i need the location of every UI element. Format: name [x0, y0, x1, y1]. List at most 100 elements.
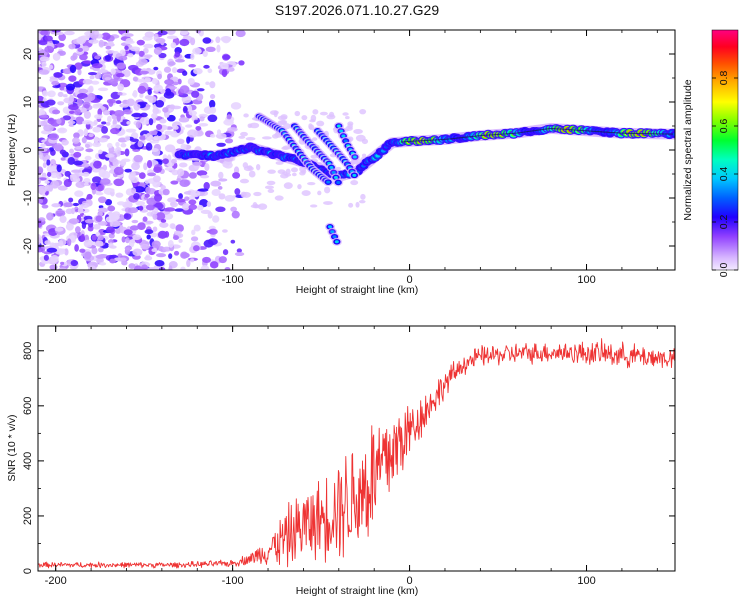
noise-speckle	[198, 123, 209, 127]
noise-speckle	[147, 88, 152, 96]
noise-speckle	[139, 135, 146, 141]
noise-speckle	[38, 198, 44, 204]
noise-speckle	[78, 88, 89, 94]
noise-speckle	[301, 115, 308, 121]
noise-speckle	[47, 171, 52, 178]
noise-speckle	[108, 110, 116, 115]
spectrogram-ytick-label: 20	[22, 48, 34, 60]
noise-speckle	[240, 131, 248, 137]
noise-speckle	[125, 128, 137, 133]
noise-speckle	[157, 230, 168, 239]
noise-speckle	[40, 30, 49, 36]
noise-speckle	[245, 136, 256, 141]
snr-xtick-label: -200	[45, 575, 67, 587]
noise-speckle	[147, 172, 157, 177]
noise-speckle	[182, 70, 188, 76]
noise-speckle	[180, 30, 189, 36]
colorbar-tick-label: 0.4	[718, 167, 730, 182]
noise-speckle	[132, 234, 142, 241]
branch-blob	[329, 165, 334, 169]
noise-speckle	[115, 192, 124, 198]
noise-speckle	[75, 181, 86, 188]
noise-speckle	[199, 174, 210, 179]
branch-blob	[333, 175, 338, 179]
noise-speckle	[146, 197, 157, 206]
noise-speckle	[350, 180, 359, 186]
noise-speckle	[206, 201, 212, 208]
noise-speckle	[97, 137, 108, 143]
noise-speckle	[169, 104, 176, 110]
noise-speckle	[153, 193, 163, 202]
noise-speckle	[137, 101, 148, 105]
noise-speckle	[185, 124, 193, 128]
noise-speckle	[39, 114, 49, 119]
noise-speckle	[123, 213, 132, 220]
snr-ylabel: SNR (10 * v/v)	[6, 414, 18, 481]
noise-speckle	[218, 256, 227, 264]
noise-speckle	[58, 33, 66, 42]
noise-speckle	[163, 91, 175, 99]
noise-speckle	[98, 196, 107, 204]
noise-speckle	[56, 173, 62, 179]
noise-speckle	[110, 68, 116, 75]
noise-speckle	[73, 151, 82, 158]
figure-title: S197.2026.071.10.27.G29	[275, 2, 439, 18]
noise-speckle	[347, 121, 354, 126]
noise-speckle	[108, 99, 114, 107]
noise-speckle	[105, 121, 111, 126]
noise-speckle	[172, 125, 179, 130]
noise-speckle	[95, 254, 106, 259]
noise-speckle	[77, 47, 84, 53]
noise-speckle	[207, 68, 213, 74]
noise-speckle	[168, 253, 173, 259]
noise-speckle	[46, 164, 54, 173]
noise-speckle	[191, 90, 200, 98]
noise-speckle	[253, 191, 262, 197]
noise-speckle	[122, 69, 131, 78]
noise-speckle	[125, 237, 130, 244]
noise-speckle	[171, 67, 178, 74]
noise-speckle	[193, 68, 203, 75]
noise-speckle	[42, 90, 49, 97]
noise-speckle	[166, 35, 178, 40]
noise-speckle	[310, 114, 317, 122]
noise-speckle	[107, 205, 116, 212]
noise-speckle	[312, 137, 318, 141]
noise-speckle	[62, 115, 72, 121]
noise-speckle	[162, 246, 172, 252]
noise-speckle	[72, 137, 80, 144]
noise-speckle	[81, 162, 90, 168]
noise-speckle	[82, 45, 90, 52]
noise-speckle	[168, 61, 176, 66]
spectrogram-xtick-label: -200	[45, 274, 67, 286]
noise-speckle	[234, 188, 241, 196]
noise-speckle	[82, 120, 93, 125]
noise-speckle	[353, 129, 363, 134]
noise-speckle	[280, 114, 288, 120]
noise-speckle	[59, 215, 67, 224]
noise-speckle	[40, 143, 47, 148]
noise-speckle	[92, 126, 102, 133]
noise-speckle	[179, 179, 190, 187]
noise-speckle	[211, 188, 221, 196]
noise-speckle	[160, 218, 167, 223]
noise-speckle	[97, 184, 104, 192]
noise-speckle	[176, 138, 185, 145]
noise-speckle	[227, 127, 238, 132]
noise-speckle	[74, 108, 81, 116]
noise-speckle	[224, 267, 231, 270]
noise-speckle	[93, 160, 102, 169]
noise-speckle	[70, 234, 76, 243]
noise-speckle	[261, 136, 272, 140]
noise-speckle	[83, 110, 91, 119]
noise-speckle	[98, 247, 104, 253]
noise-speckle	[269, 110, 279, 116]
noise-speckle	[157, 30, 168, 36]
noise-speckle	[131, 187, 137, 194]
noise-speckle	[95, 103, 104, 107]
branch-blob	[332, 235, 337, 239]
noise-speckle	[236, 248, 242, 253]
noise-speckle	[68, 123, 75, 127]
noise-speckle	[149, 140, 160, 144]
noise-speckle	[188, 64, 197, 68]
